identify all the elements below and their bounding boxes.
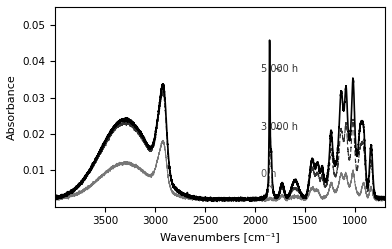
Y-axis label: Absorbance: Absorbance (7, 74, 17, 140)
X-axis label: Wavenumbers [cm⁻¹]: Wavenumbers [cm⁻¹] (160, 232, 280, 242)
Text: 0 h: 0 h (261, 169, 277, 189)
Text: 3 000 h: 3 000 h (261, 122, 298, 132)
Text: 5 000 h: 5 000 h (261, 64, 298, 74)
